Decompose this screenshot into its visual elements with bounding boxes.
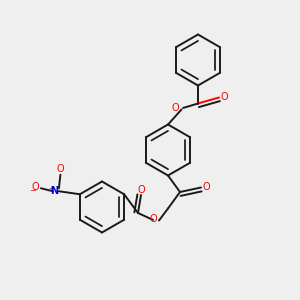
Text: O: O [137,184,145,195]
Text: O: O [32,182,39,192]
Text: O: O [172,103,179,113]
Text: +: + [49,185,54,191]
Text: O: O [202,182,210,193]
Text: O: O [220,92,228,103]
Text: N: N [50,186,59,196]
Text: −: − [29,186,36,195]
Text: O: O [149,214,157,224]
Text: O: O [57,164,64,174]
